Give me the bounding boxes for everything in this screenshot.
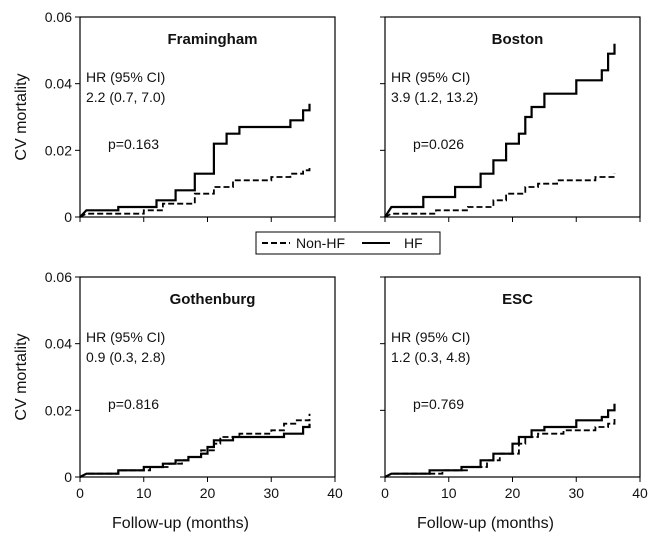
- legend-label: Non-HF: [296, 235, 345, 251]
- y-tick-label: 0.06: [45, 9, 72, 25]
- hr-value: 1.2 (0.3, 4.8): [391, 349, 470, 365]
- panel-title: Boston: [492, 31, 544, 48]
- x-tick-label: 40: [632, 485, 648, 501]
- panel-esc: 0 10 20 30 40 Follow-up (months) ESC HR (95% CI…: [380, 276, 648, 532]
- hr-value: 3.9 (1.2, 13.2): [391, 89, 478, 105]
- panel-gothenburg: 0 10 20 30 40 0 0.02 0.04 0.06 CV mortality Follow…: [13, 269, 343, 532]
- x-tick-label: 10: [441, 485, 457, 501]
- panel-framingham: 0 0.02 0.04 0.06 CV mortality Framingham HR (9…: [13, 9, 336, 225]
- y-tick-label: 0: [64, 209, 72, 225]
- panel-title: Gothenburg: [170, 291, 256, 308]
- p-value: p=0.026: [413, 136, 464, 152]
- x-tick-label: 0: [381, 485, 389, 501]
- p-value: p=0.163: [108, 136, 159, 152]
- hr-label: HR (95% CI): [391, 69, 470, 85]
- series-line-hf: [384, 43, 616, 218]
- x-tick-label: 20: [200, 485, 216, 501]
- hr-label: HR (95% CI): [86, 329, 165, 345]
- p-value: p=0.769: [413, 396, 464, 412]
- x-tick-label: 10: [136, 485, 152, 501]
- y-tick-label: 0.04: [45, 336, 72, 352]
- legend-box: [255, 231, 441, 255]
- x-axis-title: Follow-up (months): [417, 515, 554, 532]
- panel-title: ESC: [502, 291, 533, 308]
- series-line-non-hf: [79, 167, 311, 218]
- y-axis-title: CV mortality: [13, 73, 30, 160]
- y-tick-label: 0.02: [45, 402, 72, 418]
- x-tick-label: 20: [505, 485, 521, 501]
- x-tick-label: 30: [568, 485, 584, 501]
- x-tick-label: 40: [327, 485, 343, 501]
- y-tick-label: 0.04: [45, 76, 72, 92]
- y-axis-title: CV mortality: [13, 333, 30, 420]
- hr-value: 0.9 (0.3, 2.8): [86, 349, 165, 365]
- series-line-hf: [79, 423, 311, 478]
- hr-value: 2.2 (0.7, 7.0): [86, 89, 165, 105]
- series-line-non-hf: [384, 173, 616, 218]
- p-value: p=0.816: [108, 396, 159, 412]
- x-axis-title: Follow-up (months): [112, 515, 249, 532]
- y-tick-label: 0: [64, 469, 72, 485]
- legend: Non-HF HF: [255, 231, 441, 255]
- series-line-non-hf: [384, 417, 616, 478]
- hr-label: HR (95% CI): [86, 69, 165, 85]
- series-line-non-hf: [79, 413, 311, 478]
- y-tick-label: 0.06: [45, 269, 72, 285]
- y-tick-label: 0.02: [45, 142, 72, 158]
- hr-label: HR (95% CI): [391, 329, 470, 345]
- x-tick-label: 0: [76, 485, 84, 501]
- panel-title: Framingham: [167, 31, 257, 48]
- series-line-hf: [384, 403, 616, 478]
- x-tick-label: 30: [263, 485, 279, 501]
- series-line-hf: [79, 103, 311, 218]
- panel-boston: Boston HR (95% CI) 3.9 (1.2, 13.2) p=0.026: [380, 16, 641, 222]
- legend-label: HF: [404, 235, 423, 251]
